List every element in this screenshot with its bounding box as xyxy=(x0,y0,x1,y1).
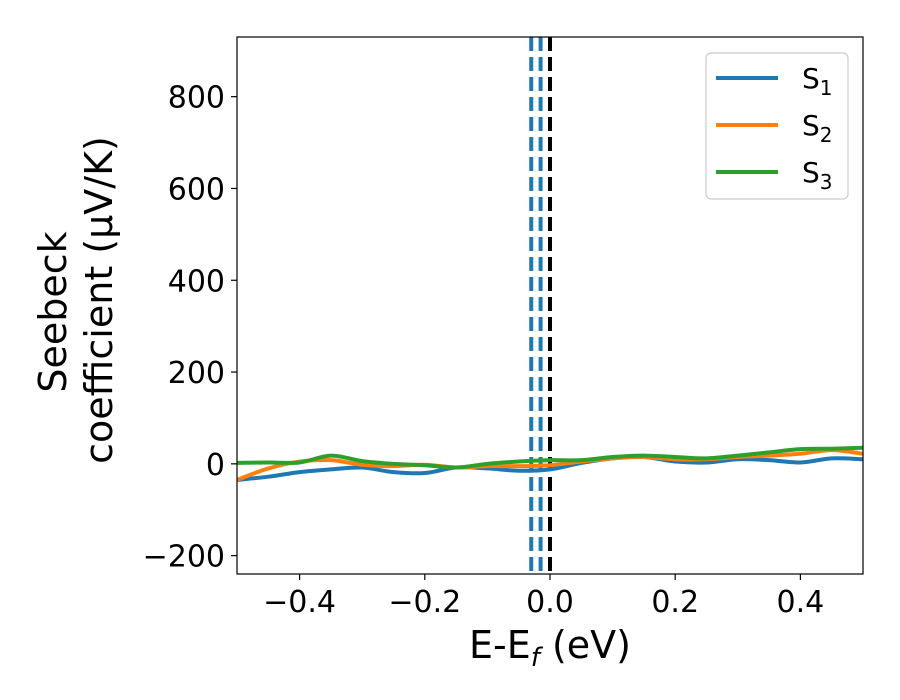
legend-item-3: S3 xyxy=(716,156,833,194)
x-tick-label: 0.0 xyxy=(526,585,574,620)
series-line-1 xyxy=(236,454,864,482)
x-axis-label-main: E-E xyxy=(469,623,531,667)
y-axis-ticks: −200 0 200 400 600 800 xyxy=(143,81,237,575)
legend-label: S1 xyxy=(802,62,833,100)
legend-item-2: S2 xyxy=(716,109,833,147)
y-axis-label-line2: coefficient (μV/K) xyxy=(77,136,121,464)
series-line-2 xyxy=(236,448,864,482)
series-line-3 xyxy=(236,445,864,470)
legend-label: S3 xyxy=(802,156,833,194)
y-tick-label: 0 xyxy=(206,448,225,483)
y-tick-label: 400 xyxy=(168,264,225,299)
y-tick-label: 800 xyxy=(168,81,225,116)
x-tick-label: 0.4 xyxy=(777,585,825,620)
x-axis-label-tail: (eV) xyxy=(540,623,631,667)
y-tick-label: −200 xyxy=(143,540,225,575)
x-tick-label: −0.4 xyxy=(263,585,336,620)
x-axis-label: E-Ef (eV) xyxy=(469,623,631,673)
legend-item-1: S1 xyxy=(716,62,833,100)
vertical-reference-lines xyxy=(529,37,552,574)
y-tick-label: 600 xyxy=(168,172,225,207)
y-axis-label-line1: Seebeck xyxy=(31,231,75,392)
x-tick-label: −0.2 xyxy=(388,585,461,620)
legend-label: S2 xyxy=(802,109,833,147)
x-tick-label: 0.2 xyxy=(651,585,699,620)
legend: S1 S2 S3 xyxy=(705,52,849,200)
y-tick-label: 200 xyxy=(168,356,225,391)
series-lines xyxy=(236,445,864,482)
x-axis-ticks: −0.4 −0.2 0.0 0.2 0.4 xyxy=(263,574,824,620)
